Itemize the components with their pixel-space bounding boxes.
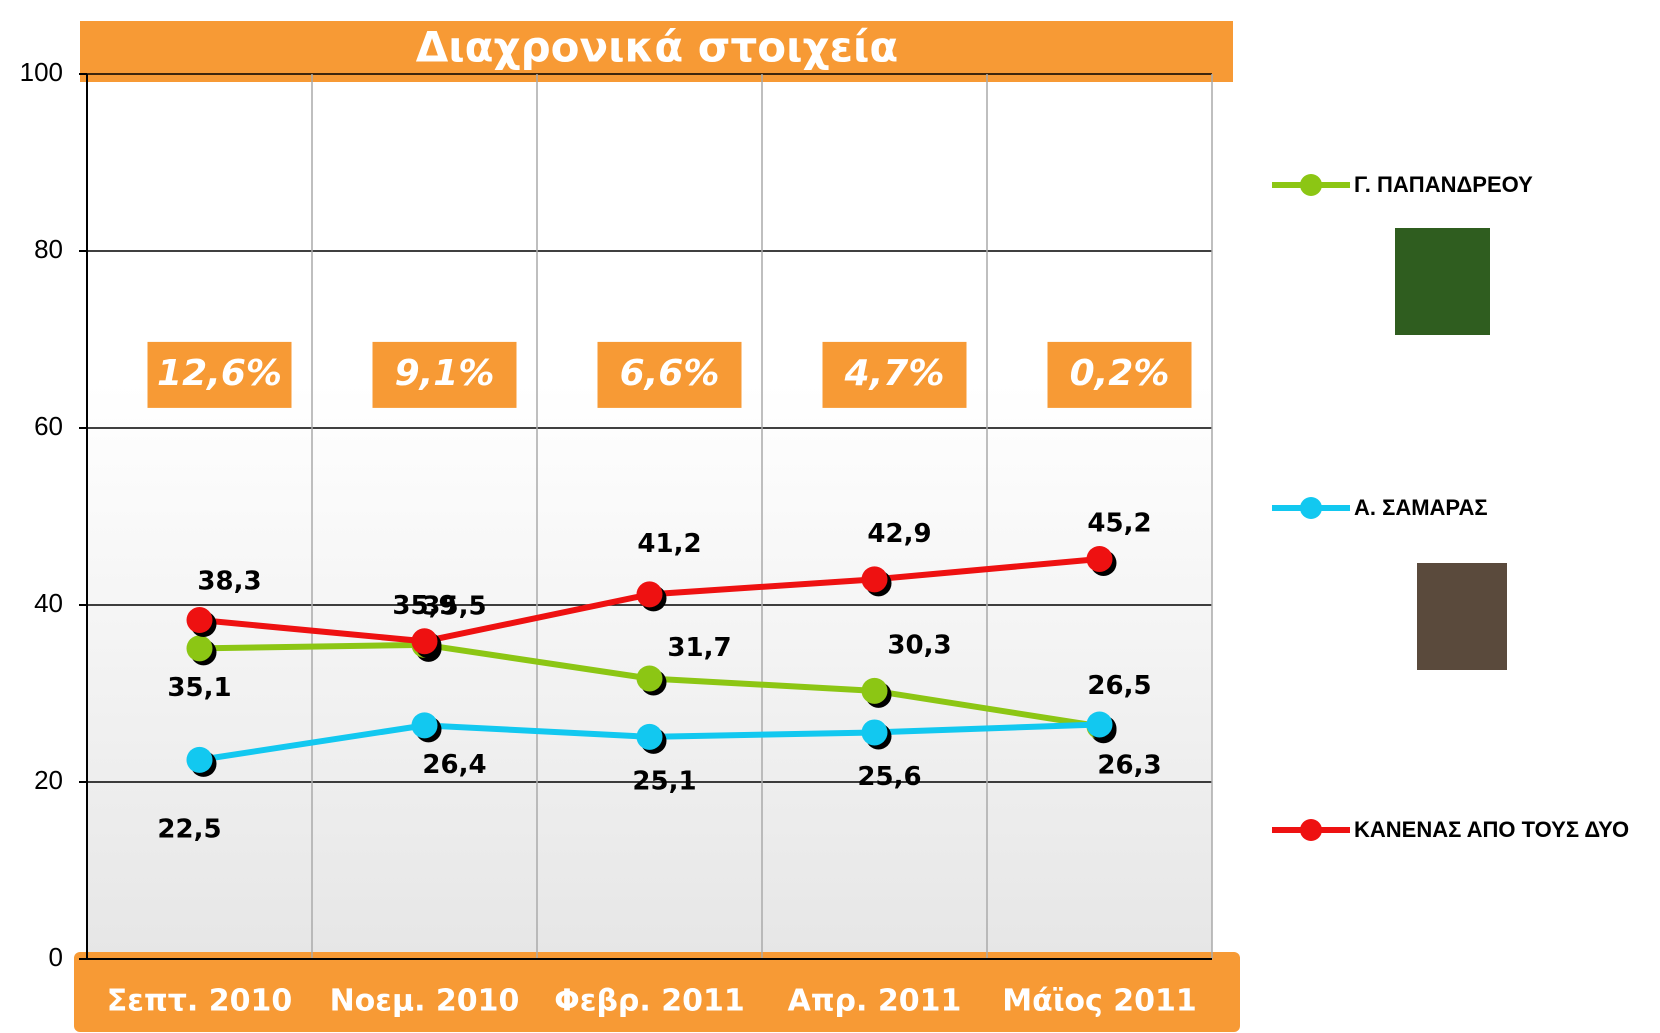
marker	[637, 581, 663, 607]
gap-annotation: 6,6%	[620, 353, 720, 394]
x-tick-label: Φεβρ. 2011	[554, 984, 745, 1019]
x-tick-label: Απρ. 2011	[788, 984, 962, 1019]
y-tick-label: 100	[20, 57, 63, 87]
data-label: 30,3	[887, 630, 951, 660]
y-tick-label: 60	[34, 411, 63, 441]
marker	[187, 747, 213, 773]
marker	[862, 678, 888, 704]
legend-swatch-marker	[1300, 174, 1322, 196]
photo-papandreou	[1395, 228, 1490, 335]
data-label: 22,5	[157, 814, 221, 844]
legend-swatch-marker	[1300, 497, 1322, 519]
gap-annotation: 9,1%	[395, 353, 495, 394]
data-label: 45,2	[1087, 508, 1151, 538]
legend-label: Α. ΣΑΜΑΡΑΣ	[1354, 490, 1654, 526]
data-label: 26,3	[1097, 751, 1161, 781]
data-label: 26,5	[1087, 671, 1151, 701]
data-label: 35,9	[392, 591, 456, 621]
x-tick-label: Σεπτ. 2010	[107, 984, 292, 1019]
chart-title: Διαχρονικά στοιχεία	[416, 23, 898, 72]
data-label: 31,7	[667, 633, 731, 663]
data-label: 25,6	[857, 762, 921, 792]
marker	[412, 628, 438, 654]
legend-swatch-marker	[1300, 819, 1322, 841]
marker	[637, 724, 663, 750]
gap-annotation: 4,7%	[844, 353, 945, 394]
marker	[1087, 711, 1113, 737]
y-tick-label: 0	[49, 942, 63, 972]
gap-annotation: 0,2%	[1070, 353, 1170, 394]
page: Διαχρονικά στοιχεία 0 20 40 60 80 100 Σεπτ. 20…	[0, 0, 1660, 1033]
plot-area	[87, 74, 1212, 959]
photo-samaras	[1417, 563, 1507, 670]
data-label: 38,3	[197, 567, 261, 597]
gap-annotation: 12,6%	[157, 353, 282, 394]
y-tick-label: 80	[34, 234, 63, 264]
legend-label: Γ. ΠΑΠΑΝΔΡΕΟΥ	[1354, 167, 1654, 203]
data-label: 41,2	[637, 529, 701, 559]
y-tick-label: 20	[34, 765, 63, 795]
marker	[187, 607, 213, 633]
marker	[862, 566, 888, 592]
data-label: 25,1	[632, 766, 696, 796]
data-label: 42,9	[867, 519, 931, 549]
x-tick-label: Νοεμ. 2010	[330, 984, 520, 1019]
marker	[862, 719, 888, 745]
x-tick-label: Μάϊος 2011	[1002, 984, 1197, 1019]
marker	[637, 665, 663, 691]
data-label: 35,1	[167, 673, 231, 703]
marker	[187, 635, 213, 661]
legend-label: ΚΑΝΕΝΑΣ ΑΠΟ ΤΟΥΣ ΔΥΟ	[1354, 812, 1654, 848]
data-label: 26,4	[422, 750, 486, 780]
y-tick-label: 40	[34, 588, 63, 618]
marker	[412, 712, 438, 738]
marker	[1087, 546, 1113, 572]
